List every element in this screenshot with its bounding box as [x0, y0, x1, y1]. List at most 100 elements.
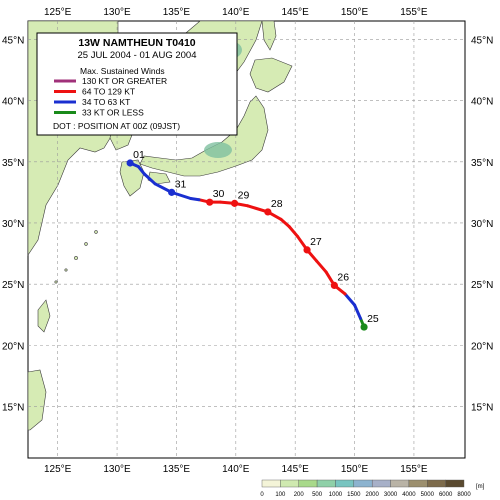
daily-position-label: 27 [310, 236, 322, 248]
colorbar-label: 100 [275, 492, 286, 498]
colorbar-swatch [316, 479, 336, 488]
daily-position-label: 25 [367, 313, 379, 325]
lat-label-right: 40°N [471, 97, 493, 108]
daily-position-label: 28 [271, 198, 283, 210]
track-segment [353, 303, 362, 320]
colorbar-label: 4000 [402, 492, 416, 498]
colorbar-label: 0 [260, 492, 264, 498]
colorbar-swatch [353, 479, 373, 488]
lon-label-top: 150°E [341, 7, 369, 18]
lat-label-right: 25°N [471, 280, 493, 291]
lon-label-bottom: 125°E [44, 464, 72, 475]
daily-position-dot [360, 323, 368, 331]
legend: 13W NAMTHEUN T0410 25 JUL 2004 - 01 AUG … [36, 32, 238, 136]
colorbar-swatch [261, 479, 281, 488]
daily-position-label: 29 [238, 189, 250, 201]
lon-label-bottom: 145°E [282, 464, 310, 475]
daily-position-dot [168, 188, 176, 196]
lat-label-left: 35°N [2, 158, 24, 169]
colorbar-swatch [335, 479, 355, 488]
lat-label-right: 20°N [471, 341, 493, 352]
lon-label-top: 125°E [44, 7, 72, 18]
daily-position-dot [126, 159, 134, 167]
land-honshu [139, 95, 269, 177]
colorbar-swatch [427, 479, 446, 488]
track-segment [279, 217, 291, 229]
lon-label-top: 155°E [400, 7, 428, 18]
colorbar-label: 3000 [384, 492, 398, 498]
daily-position-dot [303, 246, 311, 254]
colorbar-swatch [280, 479, 299, 488]
lon-label-bottom: 140°E [222, 464, 250, 475]
daily-position-label: 01 [133, 149, 145, 161]
colorbar-label: 2000 [366, 492, 380, 498]
land-luzon [27, 369, 47, 431]
legend-item-label: 64 TO 129 KT [82, 87, 135, 97]
daily-position-label: 31 [175, 178, 187, 190]
colorbar-swatch [298, 479, 318, 488]
island-ryukyu [74, 256, 78, 260]
daily-position-dot [330, 281, 338, 290]
daily-position-dot [231, 199, 239, 207]
island-ryukyu [54, 280, 58, 284]
legend-item-label: 34 TO 63 KT [82, 97, 130, 107]
lon-label-top: 135°E [163, 7, 191, 18]
lon-label-bottom: 130°E [103, 464, 131, 475]
legend-box [36, 32, 238, 136]
lat-label-right: 30°N [471, 219, 493, 230]
lon-label-top: 145°E [282, 7, 310, 18]
track-segment [287, 225, 300, 238]
colorbar-unit: [m] [476, 484, 485, 490]
legend-header: Max. Sustained Winds [80, 66, 165, 76]
daily-position-label: 30 [213, 188, 225, 200]
lat-label-left: 30°N [2, 219, 24, 230]
lat-label-right: 45°N [471, 35, 493, 46]
elevation-colorbar: [m] 0 100 200 500 1000 1500 2000 3000 4000 5000 60… [260, 479, 485, 498]
track-segment [343, 292, 357, 307]
colorbar-swatch [390, 479, 410, 488]
daily-position-dot [206, 198, 214, 206]
colorbar-label: 5000 [421, 492, 435, 498]
daily-position-dot [264, 208, 272, 216]
colorbar-label: 200 [294, 492, 305, 498]
island-ryukyu [64, 268, 68, 272]
lat-label-left: 45°N [2, 35, 24, 46]
lat-label-left: 25°N [2, 280, 24, 291]
tick-labels: 125°E 125°E 130°E 130°E 135°E 135°E 140°E 140°E… [2, 7, 493, 475]
lon-label-bottom: 135°E [163, 464, 191, 475]
legend-dates: 25 JUL 2004 - 01 AUG 2004 [77, 50, 196, 61]
lon-label-bottom: 150°E [341, 464, 369, 475]
highland-patch [204, 142, 232, 158]
lon-label-top: 130°E [103, 7, 131, 18]
daily-position-label: 26 [337, 271, 349, 283]
legend-item-label: 33 KT OR LESS [82, 108, 144, 118]
track-segment [142, 172, 157, 186]
lat-label-left: 20°N [2, 341, 24, 352]
daily-positions: 25 26 27 28 29 30 31 01 [126, 149, 379, 331]
colorbar-label: 1500 [347, 492, 361, 498]
track-segment [315, 259, 328, 274]
land-sakhalin [261, 20, 277, 51]
legend-item-label: 130 KT OR GREATER [82, 76, 167, 86]
track-segment [136, 165, 146, 176]
lat-label-left: 40°N [2, 97, 24, 108]
colorbar-swatch [371, 479, 391, 488]
colorbar-label: 500 [312, 492, 323, 498]
lat-label-right: 15°N [471, 403, 493, 414]
colorbar-label: 8000 [457, 492, 471, 498]
legend-title: 13W NAMTHEUN T0410 [78, 37, 195, 49]
colorbar-swatch [445, 479, 465, 488]
island-ryukyu [84, 242, 88, 246]
colorbar-label: 6000 [439, 492, 453, 498]
land-taiwan [37, 299, 51, 333]
lon-label-top: 140°E [222, 7, 250, 18]
lat-label-left: 15°N [2, 403, 24, 414]
colorbar-label: 1000 [329, 492, 343, 498]
colorbar-swatch [408, 479, 428, 488]
land-hokkaido [249, 57, 293, 93]
legend-dot-note: DOT : POSITION AT 00Z (09JST) [53, 121, 180, 131]
island-ryukyu [94, 230, 98, 234]
lat-label-right: 35°N [471, 158, 493, 169]
